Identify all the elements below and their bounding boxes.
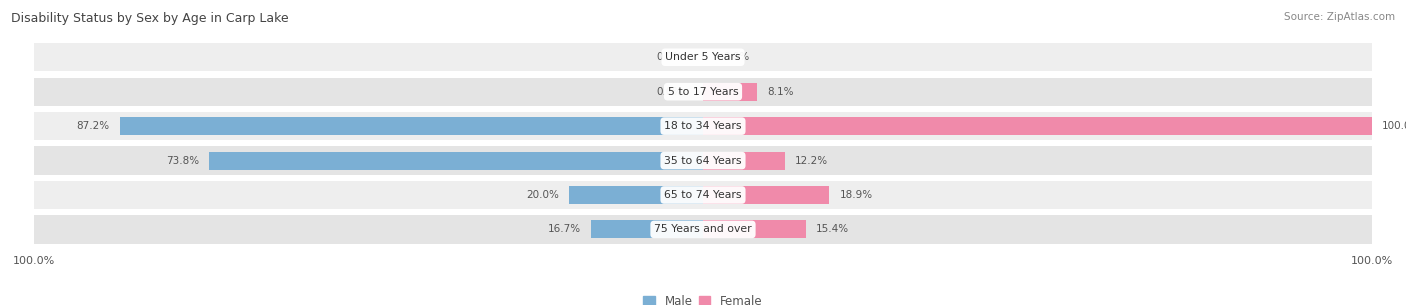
Bar — [34, 181, 1372, 209]
Text: 15.4%: 15.4% — [815, 224, 849, 235]
Text: Disability Status by Sex by Age in Carp Lake: Disability Status by Sex by Age in Carp … — [11, 12, 288, 25]
Text: Under 5 Years: Under 5 Years — [665, 52, 741, 62]
Bar — [34, 215, 1372, 244]
Bar — [209, 152, 703, 170]
Text: 8.1%: 8.1% — [768, 87, 794, 97]
Text: 12.2%: 12.2% — [794, 156, 828, 166]
Text: 0.0%: 0.0% — [723, 52, 749, 62]
Text: 18.9%: 18.9% — [839, 190, 873, 200]
Bar — [703, 117, 1372, 135]
Bar — [703, 221, 806, 239]
Text: 35 to 64 Years: 35 to 64 Years — [664, 156, 742, 166]
Bar — [592, 221, 703, 239]
Text: 87.2%: 87.2% — [76, 121, 110, 131]
Text: 0.0%: 0.0% — [657, 52, 683, 62]
Text: 75 Years and over: 75 Years and over — [654, 224, 752, 235]
Bar — [34, 112, 1372, 140]
Bar — [34, 43, 1372, 71]
Text: 73.8%: 73.8% — [166, 156, 200, 166]
Bar — [703, 152, 785, 170]
Text: 0.0%: 0.0% — [657, 87, 683, 97]
Text: 65 to 74 Years: 65 to 74 Years — [664, 190, 742, 200]
Bar — [703, 186, 830, 204]
Text: 20.0%: 20.0% — [526, 190, 560, 200]
Text: 16.7%: 16.7% — [548, 224, 581, 235]
Bar — [120, 117, 703, 135]
Text: 18 to 34 Years: 18 to 34 Years — [664, 121, 742, 131]
Text: 5 to 17 Years: 5 to 17 Years — [668, 87, 738, 97]
Bar — [569, 186, 703, 204]
Bar — [34, 77, 1372, 106]
Bar — [34, 146, 1372, 175]
Text: 100.0%: 100.0% — [1382, 121, 1406, 131]
Text: Source: ZipAtlas.com: Source: ZipAtlas.com — [1284, 12, 1395, 22]
Bar — [703, 83, 758, 101]
Legend: Male, Female: Male, Female — [638, 290, 768, 305]
